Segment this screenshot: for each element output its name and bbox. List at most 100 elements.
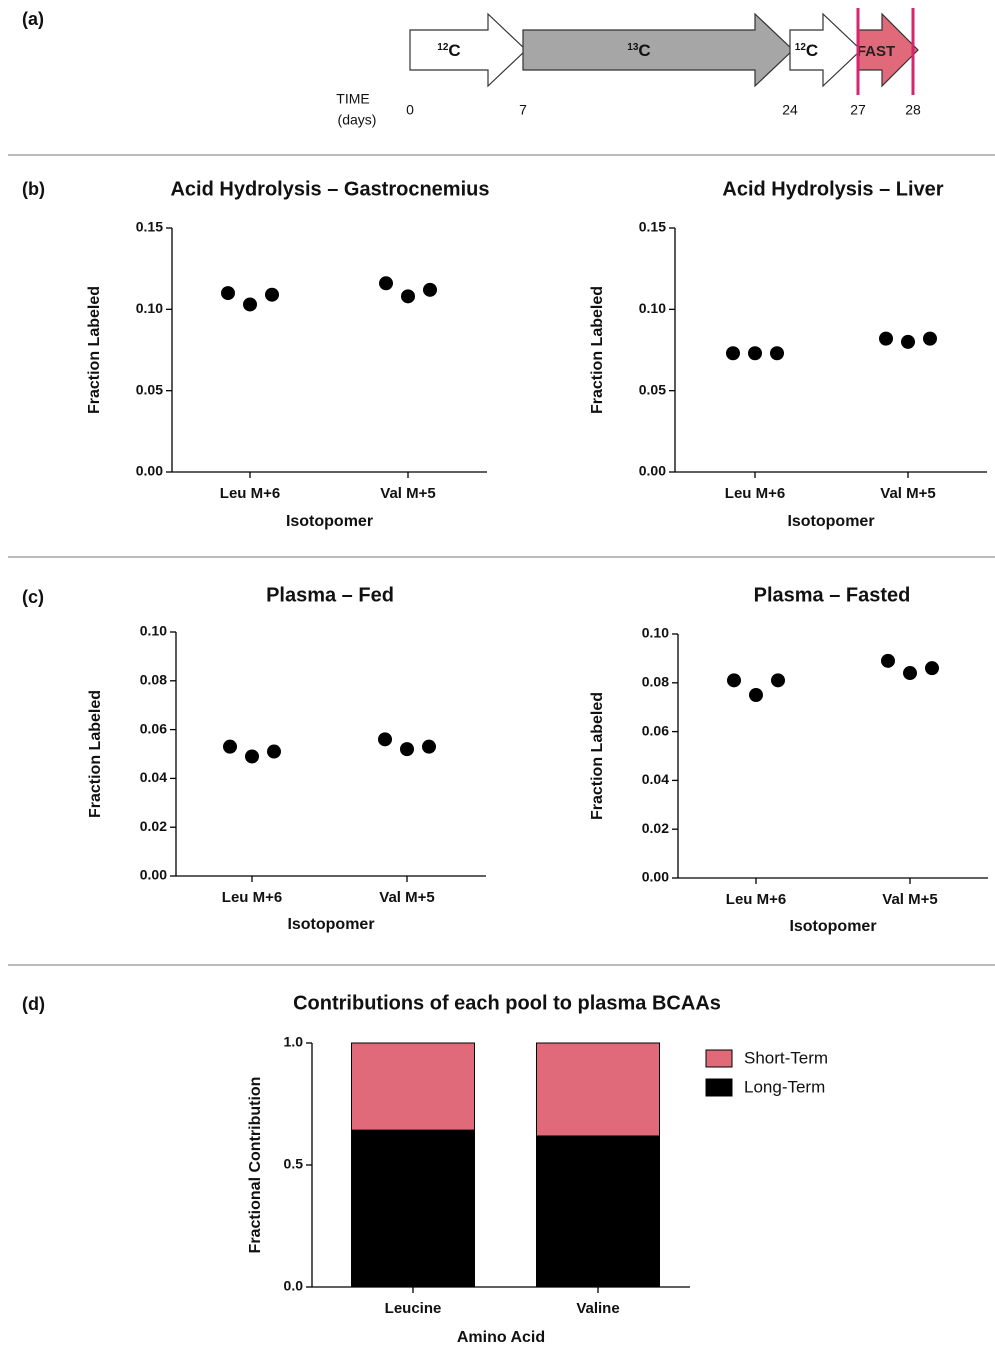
- data-point: [726, 346, 740, 361]
- data-point: [881, 653, 895, 668]
- x-tick-label: Leu M+6: [726, 891, 786, 908]
- y-tick-label: 0.10: [642, 625, 669, 641]
- bar-segment: [351, 1042, 475, 1131]
- data-point: [925, 661, 939, 676]
- y-tick-label: 0.10: [639, 300, 666, 316]
- x-tick-label: Val M+5: [380, 485, 435, 502]
- y-tick-label: 0.5: [284, 1156, 304, 1172]
- y-tick-label: 0.00: [642, 869, 669, 885]
- data-point: [267, 744, 281, 759]
- time-tick-label: 0: [406, 102, 414, 118]
- y-tick-label: 0.05: [639, 381, 666, 397]
- y-tick-label: 0.10: [136, 300, 163, 316]
- x-tick-label: Leu M+6: [725, 485, 785, 502]
- data-point: [903, 666, 917, 681]
- x-tick-label: Leu M+6: [220, 485, 280, 502]
- isotope-element: C: [638, 41, 650, 60]
- time-tick-label: 7: [519, 102, 527, 118]
- y-tick-label: 0.05: [136, 381, 163, 397]
- timeline-arrow: [409, 12, 527, 88]
- data-point: [749, 688, 763, 702]
- y-tick-label: 0.04: [140, 769, 167, 785]
- data-point: [245, 749, 259, 764]
- x-axis-label: Isotopomer: [286, 513, 373, 530]
- isotope-element: C: [806, 41, 818, 60]
- panel-label: (d): [22, 994, 45, 1014]
- data-point: [401, 289, 415, 304]
- data-point: [378, 732, 392, 747]
- bar-segment: [351, 1129, 475, 1288]
- time-tick-label: 27: [850, 102, 866, 118]
- y-axis-label: Fraction Labeled: [86, 286, 103, 414]
- y-tick-label: 0.15: [639, 219, 666, 235]
- timeline-arrow: [522, 12, 794, 88]
- y-tick-label: 0.15: [136, 219, 163, 235]
- time-label: TIME: [336, 91, 369, 107]
- isotope-mass: 12: [795, 42, 807, 53]
- data-point: [422, 739, 436, 754]
- data-point: [221, 286, 235, 301]
- data-point: [727, 673, 741, 688]
- x-axis-label: Amino Acid: [457, 1329, 545, 1346]
- timeline-label: 12C: [795, 41, 818, 60]
- x-tick-label: Val M+5: [379, 889, 434, 906]
- y-tick-label: 0.08: [642, 674, 669, 690]
- isotope-element: C: [448, 41, 460, 60]
- y-axis-label: Fraction Labeled: [589, 286, 606, 414]
- y-tick-label: 0.00: [639, 463, 666, 479]
- data-point: [423, 282, 437, 297]
- isotope-mass: 13: [627, 42, 639, 53]
- data-point: [879, 331, 893, 346]
- chart-title: Contributions of each pool to plasma BCA…: [293, 992, 721, 1014]
- timeline-label: FAST: [857, 43, 895, 60]
- x-tick-label: Leucine: [385, 1300, 442, 1317]
- x-tick-label: Val M+5: [882, 891, 937, 908]
- x-axis-label: Isotopomer: [287, 916, 374, 933]
- data-point: [400, 742, 414, 757]
- x-tick-label: Leu M+6: [222, 889, 282, 906]
- panel-label: (c): [22, 587, 44, 607]
- y-tick-label: 0.10: [140, 623, 167, 639]
- x-axis-label: Isotopomer: [789, 918, 876, 935]
- isotope-mass: 12: [437, 42, 449, 53]
- y-tick-label: 1.0: [284, 1034, 304, 1050]
- chart-title: Plasma – Fed: [266, 584, 394, 606]
- bar-segment: [536, 1042, 660, 1137]
- y-tick-label: 0.08: [140, 672, 167, 688]
- bar-segment: [536, 1135, 660, 1288]
- time-tick-label: 24: [782, 102, 798, 118]
- y-tick-label: 0.0: [284, 1278, 304, 1294]
- y-tick-label: 0.02: [642, 820, 669, 836]
- x-axis-label: Isotopomer: [787, 513, 874, 530]
- timeline-label: 13C: [627, 41, 650, 60]
- chart-title: Acid Hydrolysis – Gastrocnemius: [170, 178, 489, 200]
- time-unit: (days): [338, 112, 377, 128]
- y-tick-label: 0.06: [642, 722, 669, 738]
- y-axis-label: Fraction Labeled: [589, 692, 606, 820]
- y-tick-label: 0.00: [140, 867, 167, 883]
- data-point: [379, 276, 393, 291]
- time-tick-label: 28: [905, 102, 921, 118]
- y-axis-label: Fraction Labeled: [87, 690, 104, 818]
- data-point: [770, 346, 784, 361]
- timeline-arrow: [857, 12, 919, 88]
- timeline-arrow: [789, 12, 862, 88]
- data-point: [901, 334, 915, 349]
- data-point: [923, 331, 937, 346]
- data-point: [223, 739, 237, 754]
- data-point: [265, 287, 279, 302]
- data-point: [748, 346, 762, 361]
- legend-label: Short-Term: [744, 1048, 828, 1067]
- x-tick-label: Val M+5: [880, 485, 935, 502]
- timeline-label: 12C: [437, 41, 460, 60]
- data-point: [243, 297, 257, 312]
- y-tick-label: 0.04: [642, 771, 669, 787]
- panel-label: (a): [22, 9, 44, 29]
- chart-title: Plasma – Fasted: [754, 584, 911, 606]
- y-axis-label: Fractional Contribution: [247, 1077, 264, 1254]
- y-tick-label: 0.00: [136, 463, 163, 479]
- y-tick-label: 0.02: [140, 818, 167, 834]
- legend-label: Long-Term: [744, 1077, 825, 1096]
